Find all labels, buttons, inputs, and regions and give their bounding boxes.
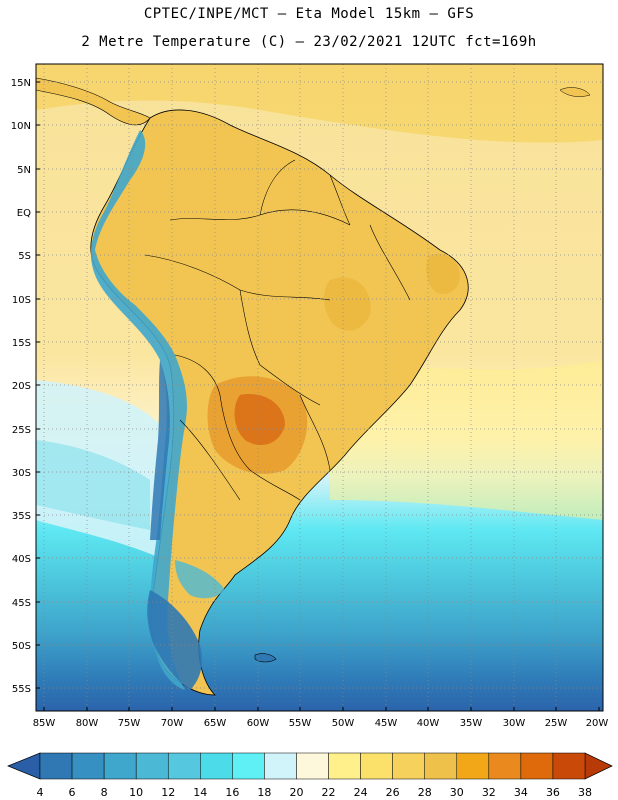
colorbar: 4 6 8 10 12 14 16 18 20 22 24 26 28 30 32 34 36 38	[7, 752, 613, 799]
lat-label: EQ	[17, 208, 31, 219]
country-borders	[144, 159, 411, 501]
colorbar-label: 16	[225, 786, 239, 799]
colorbar-label: 28	[418, 786, 432, 799]
patagonia-cold	[147, 590, 202, 690]
lon-label: 45W	[375, 718, 398, 729]
lat-label: 5N	[17, 165, 31, 176]
lon-label: 20W	[586, 718, 609, 729]
colorbar-swatch	[488, 752, 522, 780]
colorbar-arrow-left	[7, 752, 41, 780]
map-frame	[35, 63, 604, 712]
lat-label: 15S	[12, 338, 31, 349]
lon-label: 85W	[33, 718, 56, 729]
warm-patch-northeast	[324, 277, 371, 331]
lat-label: 10N	[11, 121, 31, 132]
lon-label: 50W	[332, 718, 355, 729]
map-field	[36, 64, 603, 711]
hot-core-center	[234, 394, 285, 445]
lon-label: 35W	[460, 718, 483, 729]
colorbar-swatch	[552, 752, 586, 780]
colorbar-swatch	[456, 752, 490, 780]
lon-label: 40W	[417, 718, 440, 729]
andes-cold-ridge	[90, 130, 187, 690]
colorbar-swatch	[424, 752, 458, 780]
colorbar-swatch	[296, 752, 329, 780]
colorbar-label: 22	[322, 786, 336, 799]
colorbar-label: 36	[546, 786, 560, 799]
lat-label: 35S	[12, 511, 31, 522]
colorbar-label: 18	[257, 786, 271, 799]
chart-title-line1: CPTEC/INPE/MCT – Eta Model 15km – GFS	[143, 6, 475, 22]
lon-label: 80W	[76, 718, 99, 729]
lat-label: 55S	[12, 684, 31, 695]
colorbar-swatch	[103, 752, 137, 780]
colorbar-label: 30	[450, 786, 464, 799]
colorbar-label: 38	[578, 786, 592, 799]
latitude-axis: 15N 10N 5N EQ 5S 10S 15S 20S 25S 30S 35S…	[11, 78, 40, 695]
colorbar-swatch	[135, 752, 169, 780]
colorbar-swatch	[232, 752, 265, 780]
central-america-land	[36, 77, 151, 126]
chart-title-line2: 2 Metre Temperature (C) – 23/02/2021 12U…	[81, 34, 537, 50]
caribbean-warm	[36, 64, 603, 143]
lon-label: 65W	[204, 718, 227, 729]
colorbar-label: 6	[69, 786, 76, 799]
lat-label: 50S	[12, 641, 31, 652]
colorbar-swatch	[264, 752, 297, 780]
lon-label: 25W	[545, 718, 568, 729]
lat-label: 25S	[12, 425, 31, 436]
lat-label: 5S	[18, 251, 31, 262]
pacific-cool-core	[36, 440, 150, 530]
colorbar-label: 12	[161, 786, 175, 799]
lon-label: 75W	[118, 718, 141, 729]
colorbar-label: 24	[354, 786, 368, 799]
colorbar-swatch	[392, 752, 425, 780]
graticule	[36, 64, 603, 711]
colorbar-swatch	[360, 752, 393, 780]
lat-label: 30S	[12, 468, 31, 479]
lat-label: 10S	[12, 295, 31, 306]
colorbar-swatch	[71, 752, 105, 780]
warm-patch-east	[426, 254, 460, 295]
colorbar-label: 32	[482, 786, 496, 799]
colorbar-swatch	[520, 752, 554, 780]
andes-coldest	[150, 360, 170, 540]
lon-label: 30W	[503, 718, 526, 729]
colorbar-arrow-right	[584, 752, 613, 780]
colorbar-label: 10	[129, 786, 143, 799]
lon-label: 55W	[289, 718, 312, 729]
patagonia-cool	[175, 560, 225, 599]
colorbar-swatch	[39, 752, 73, 780]
longitude-axis: 85W 80W 75W 70W 65W 60W 55W 50W 45W 40W …	[33, 707, 609, 729]
lon-label: 70W	[161, 718, 184, 729]
colorbar-label: 4	[37, 786, 44, 799]
caribbean-islands	[559, 87, 591, 97]
colorbar-label: 14	[193, 786, 207, 799]
lat-label: 40S	[12, 554, 31, 565]
colorbar-swatch	[200, 752, 233, 780]
lat-label: 45S	[12, 598, 31, 609]
lon-label: 60W	[247, 718, 270, 729]
colorbar-swatch	[328, 752, 361, 780]
colorbar-label: 8	[101, 786, 108, 799]
colorbar-label: 34	[514, 786, 528, 799]
colorbar-label: 20	[289, 786, 303, 799]
colorbar-label: 26	[386, 786, 400, 799]
lat-label: 15N	[11, 78, 31, 89]
atlantic-warm-band	[330, 360, 603, 520]
colorbar-swatch	[167, 752, 201, 780]
lat-label: 20S	[12, 381, 31, 392]
